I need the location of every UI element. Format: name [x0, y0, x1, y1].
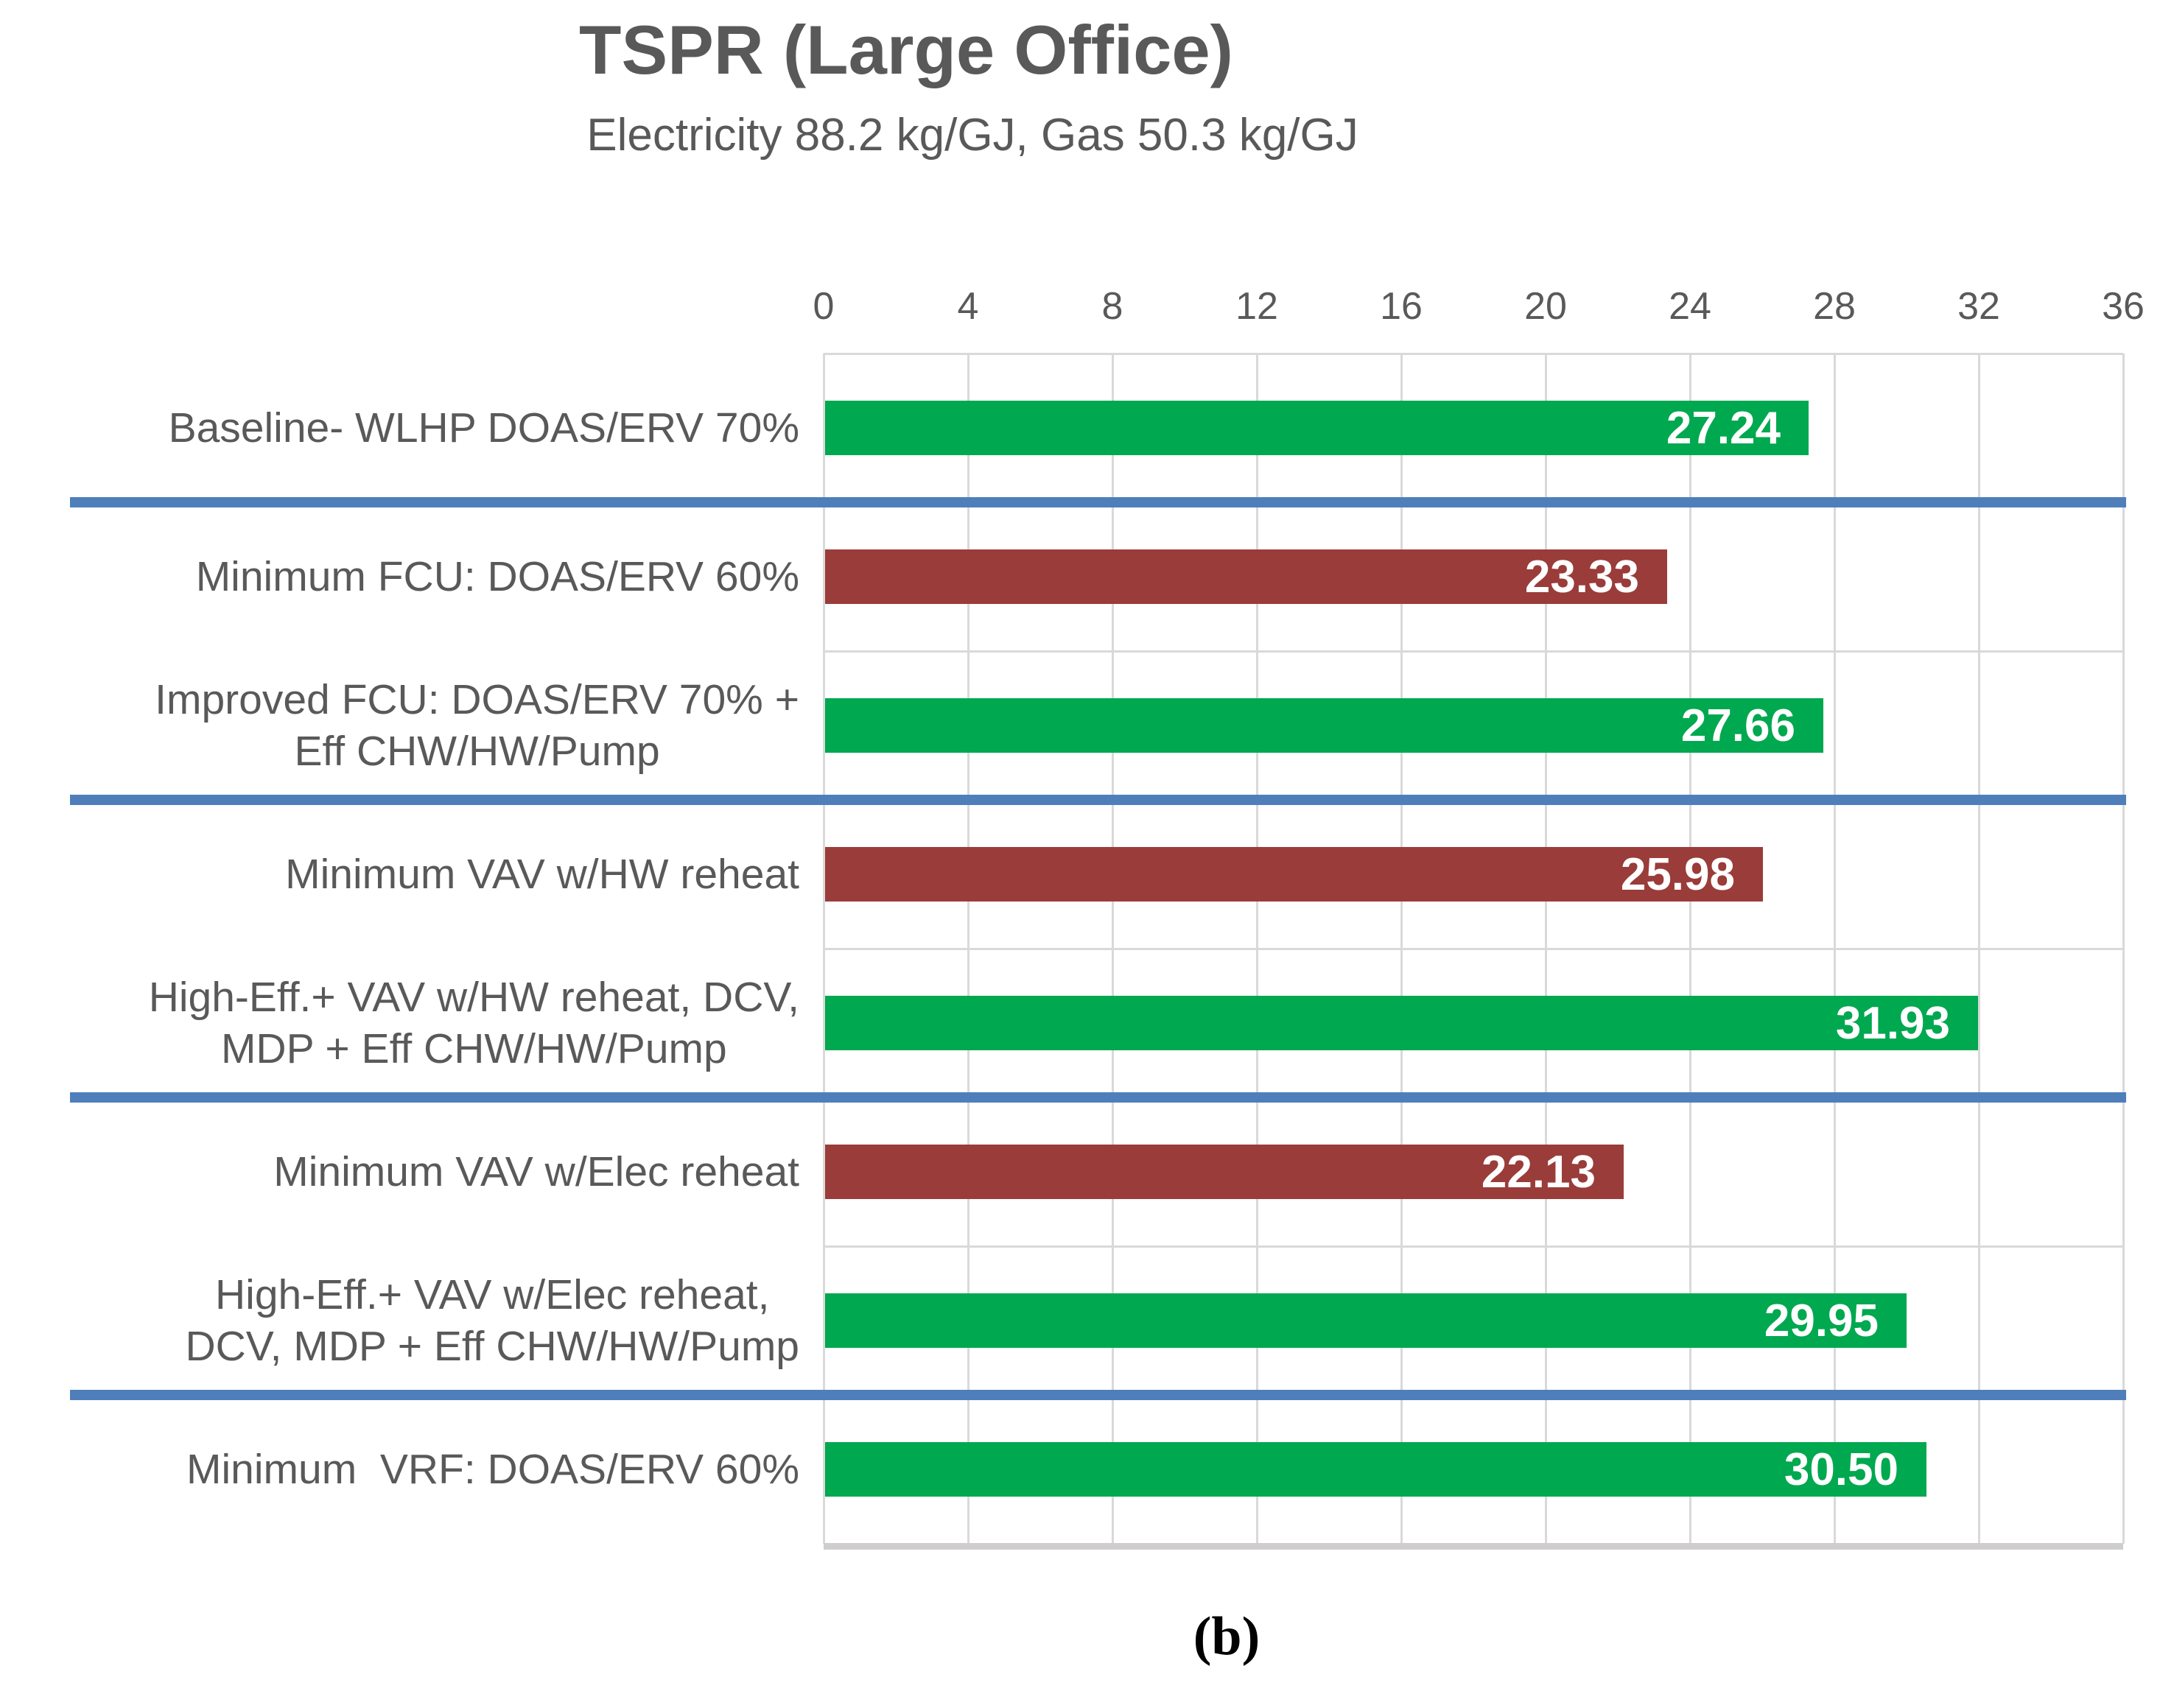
- x-tick-label: 28: [1813, 285, 1856, 328]
- gridline-horizontal: [824, 1245, 2123, 1248]
- bar: 25.98: [825, 847, 1763, 902]
- x-tick-label: 36: [2102, 285, 2145, 328]
- gridline-horizontal: [824, 650, 2123, 653]
- bar-value-label: 23.33: [1524, 551, 1639, 602]
- category-label-text: Baseline- WLHP DOAS/ERV 70%: [168, 404, 799, 451]
- bar: 29.95: [825, 1293, 1907, 1348]
- category-label-text: Minimum VAV w/HW reheat: [285, 851, 799, 898]
- x-tick-label: 16: [1380, 285, 1423, 328]
- category-label-text: Minimum VAV w/Elec reheat: [273, 1148, 799, 1195]
- category-label-text: Minimum VRF: DOAS/ERV 60%: [186, 1446, 799, 1493]
- gridline-vertical: [2122, 354, 2125, 1544]
- category-label-text: High-Eff.+ VAV w/HW reheat, DCV, MDP + E…: [148, 974, 799, 1072]
- category-label: Minimum VRF: DOAS/ERV 60%: [186, 1395, 799, 1544]
- separator-line: [70, 795, 2126, 805]
- bar-value-label: 27.24: [1666, 402, 1781, 454]
- x-tick-label: 4: [957, 285, 979, 328]
- chart-title: TSPR (Large Office): [579, 11, 1233, 88]
- bar: 27.66: [825, 698, 1823, 753]
- bar: 31.93: [825, 996, 1978, 1050]
- category-label: Improved FCU: DOAS/ERV 70% + Eff CHW/HW/…: [155, 651, 799, 800]
- chart-subtitle: Electricity 88.2 kg/GJ, Gas 50.3 kg/GJ: [586, 110, 1358, 161]
- bar-value-label: 25.98: [1620, 848, 1735, 900]
- bar: 30.50: [825, 1442, 1926, 1497]
- separator-line: [70, 497, 2126, 507]
- bar: 23.33: [825, 549, 1667, 604]
- category-label: High-Eff.+ VAV w/Elec reheat, DCV, MDP +…: [185, 1246, 799, 1395]
- plot-bottom-border: [824, 1543, 2123, 1550]
- separator-line: [70, 1390, 2126, 1400]
- bar-value-label: 31.93: [1835, 997, 1950, 1049]
- bar-value-label: 29.95: [1764, 1295, 1879, 1346]
- gridline-horizontal: [824, 353, 2123, 355]
- x-tick-label: 0: [813, 285, 835, 328]
- category-label: Minimum VAV w/Elec reheat: [273, 1097, 799, 1246]
- category-label-text: Improved FCU: DOAS/ERV 70% + Eff CHW/HW/…: [155, 676, 799, 775]
- x-tick-label: 8: [1101, 285, 1123, 328]
- bar: 27.24: [825, 401, 1809, 455]
- bar: 22.13: [825, 1145, 1624, 1199]
- category-label: Minimum VAV w/HW reheat: [285, 800, 799, 949]
- gridline-horizontal: [824, 948, 2123, 950]
- separator-line: [70, 1092, 2126, 1103]
- category-label-text: High-Eff.+ VAV w/Elec reheat, DCV, MDP +…: [185, 1271, 799, 1370]
- x-tick-label: 20: [1524, 285, 1567, 328]
- figure-caption: (b): [1193, 1606, 1260, 1667]
- category-label-text: Minimum FCU: DOAS/ERV 60%: [195, 553, 799, 600]
- x-tick-label: 24: [1669, 285, 1711, 328]
- bar-value-label: 22.13: [1481, 1146, 1596, 1198]
- bar-value-label: 30.50: [1784, 1444, 1898, 1495]
- category-label: Baseline- WLHP DOAS/ERV 70%: [169, 354, 799, 502]
- category-label: Minimum FCU: DOAS/ERV 60%: [196, 502, 799, 651]
- category-label: High-Eff.+ VAV w/HW reheat, DCV, MDP + E…: [149, 949, 799, 1097]
- x-tick-label: 32: [1957, 285, 2000, 328]
- x-tick-label: 12: [1235, 285, 1278, 328]
- bar-value-label: 27.66: [1680, 700, 1795, 751]
